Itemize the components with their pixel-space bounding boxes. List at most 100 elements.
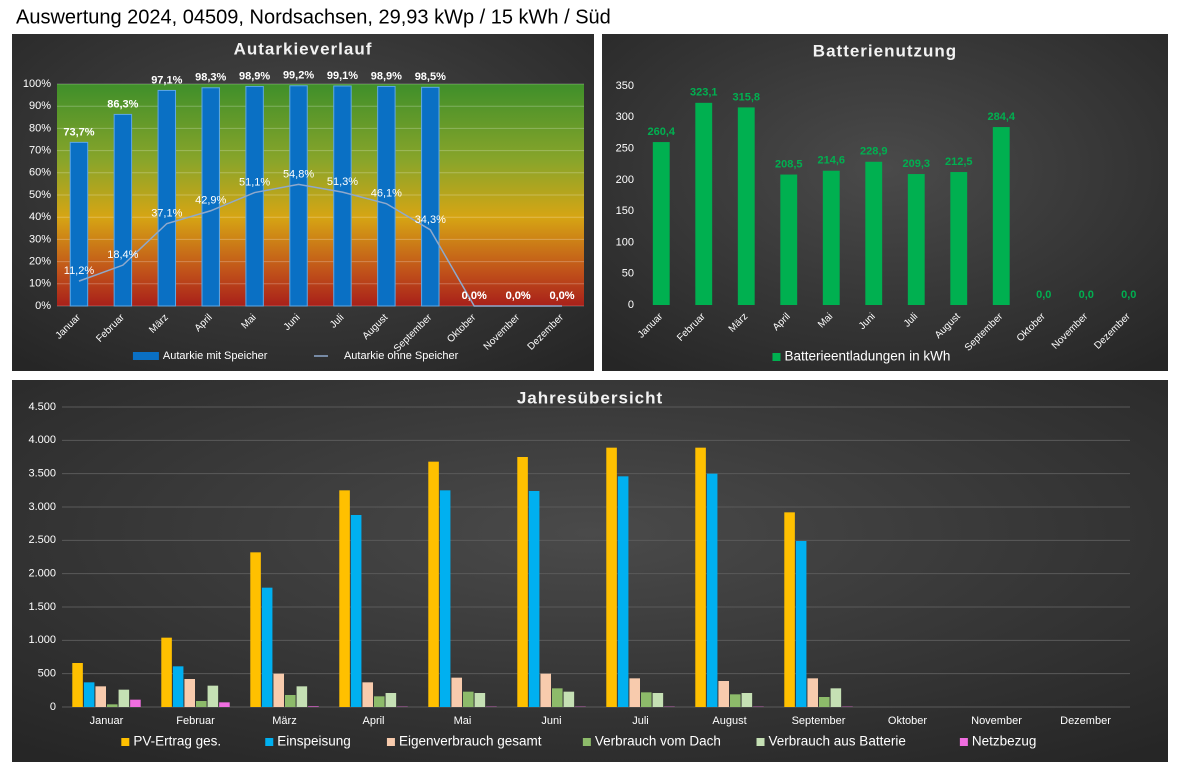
y-tick-label: 3.000 — [28, 501, 56, 513]
data-label: 0,0% — [462, 290, 487, 302]
x-tick-label: April — [362, 715, 384, 727]
y-tick-label: 10% — [29, 278, 51, 290]
bar — [629, 678, 640, 707]
bar — [69, 141, 89, 307]
bar — [950, 172, 968, 305]
data-label: 11,2% — [64, 265, 95, 277]
data-label: 284,4 — [987, 111, 1015, 123]
data-label: 86,3% — [107, 98, 138, 110]
y-tick-label: 4.500 — [28, 401, 56, 413]
data-label: 0,0 — [1036, 289, 1051, 301]
bar — [695, 102, 713, 305]
bar — [807, 678, 818, 707]
legend-label: Einspeisung — [277, 734, 351, 749]
data-label: 315,8 — [732, 91, 760, 103]
bar — [528, 491, 540, 707]
y-tick-label: 100 — [616, 236, 634, 248]
y-tick-label: 30% — [29, 233, 51, 245]
y-tick-label: 0 — [628, 299, 634, 311]
y-tick-label: 3.500 — [28, 468, 56, 480]
legend-marker — [386, 738, 395, 746]
bar — [362, 682, 373, 707]
data-label: 0,0 — [1079, 289, 1094, 301]
bar — [428, 461, 439, 707]
data-label: 42,9% — [195, 195, 226, 207]
y-tick-label: 4.000 — [28, 434, 56, 446]
bar — [606, 447, 617, 707]
data-label: 34,3% — [415, 214, 446, 226]
data-label: 0,0% — [462, 290, 487, 302]
legend-label: Verbrauch vom Dach — [595, 734, 721, 749]
bar — [261, 587, 273, 707]
x-tick-label: Dezember — [1060, 715, 1111, 727]
y-tick-label: 60% — [29, 167, 51, 179]
bar — [95, 686, 106, 707]
legend-label: Netzbezug — [972, 734, 1037, 749]
bar — [706, 473, 718, 707]
bar — [161, 637, 172, 707]
x-tick-label: März — [272, 715, 296, 727]
bar — [172, 666, 184, 707]
bar — [184, 679, 195, 707]
bar — [540, 673, 551, 707]
page-title: Auswertung 2024, 04509, Nordsachsen, 29,… — [16, 6, 611, 28]
data-label: 260,4 — [647, 126, 675, 138]
bar — [695, 447, 706, 707]
bar — [741, 693, 753, 707]
data-label: 208,5 — [775, 158, 803, 170]
y-tick-label: 50% — [29, 189, 51, 201]
y-tick-label: 100% — [23, 78, 51, 90]
data-label: 51,3% — [327, 176, 358, 188]
data-label: 51,1% — [239, 176, 270, 188]
bar — [308, 706, 319, 707]
bar — [830, 688, 842, 707]
bar — [907, 174, 925, 305]
bar — [421, 86, 440, 307]
y-tick-label: 1.000 — [28, 634, 56, 646]
bar — [641, 692, 652, 707]
data-label: 98,9% — [371, 70, 402, 82]
x-tick-label: Mai — [454, 715, 472, 727]
y-tick-label: 70% — [29, 145, 51, 157]
chart-title: Autarkieverlauf — [234, 39, 373, 58]
data-label: 99,1% — [327, 70, 358, 82]
legend-label: Autarkie ohne Speicher — [344, 350, 459, 362]
bar — [451, 677, 462, 707]
data-label: 98,9% — [239, 70, 270, 82]
bar — [737, 107, 755, 305]
legend-marker — [582, 738, 591, 746]
data-label: 0,0% — [550, 290, 575, 302]
bar — [113, 113, 133, 307]
bar — [784, 512, 795, 707]
bar — [250, 552, 261, 707]
bar — [439, 490, 451, 707]
data-label: 0,0% — [506, 290, 531, 302]
legend-marker — [959, 738, 968, 746]
plot-background — [57, 84, 584, 306]
y-tick-label: 2.500 — [28, 534, 56, 546]
data-label: 99,2% — [283, 70, 314, 82]
bar — [219, 702, 230, 707]
legend-label: Verbrauch aus Batterie — [769, 734, 906, 749]
legend-label: PV-Ertrag ges. — [133, 734, 221, 749]
y-tick-label: 150 — [616, 205, 634, 217]
bar — [718, 681, 729, 707]
bar — [201, 87, 220, 307]
data-label: 73,7% — [63, 126, 94, 138]
bar — [385, 693, 397, 707]
bar — [339, 490, 350, 707]
bar — [819, 697, 830, 707]
legend-label: Autarkie mit Speicher — [163, 350, 268, 362]
bar — [377, 85, 396, 307]
x-tick-label: November — [971, 715, 1022, 727]
y-tick-label: 0% — [35, 300, 51, 312]
y-tick-label: 500 — [38, 668, 56, 680]
bar — [157, 89, 177, 307]
x-tick-label: Juli — [632, 715, 649, 727]
legend-marker — [265, 738, 274, 746]
bar — [333, 85, 352, 307]
bar — [196, 701, 207, 707]
data-label: 54,8% — [283, 168, 314, 180]
bar — [822, 170, 840, 305]
